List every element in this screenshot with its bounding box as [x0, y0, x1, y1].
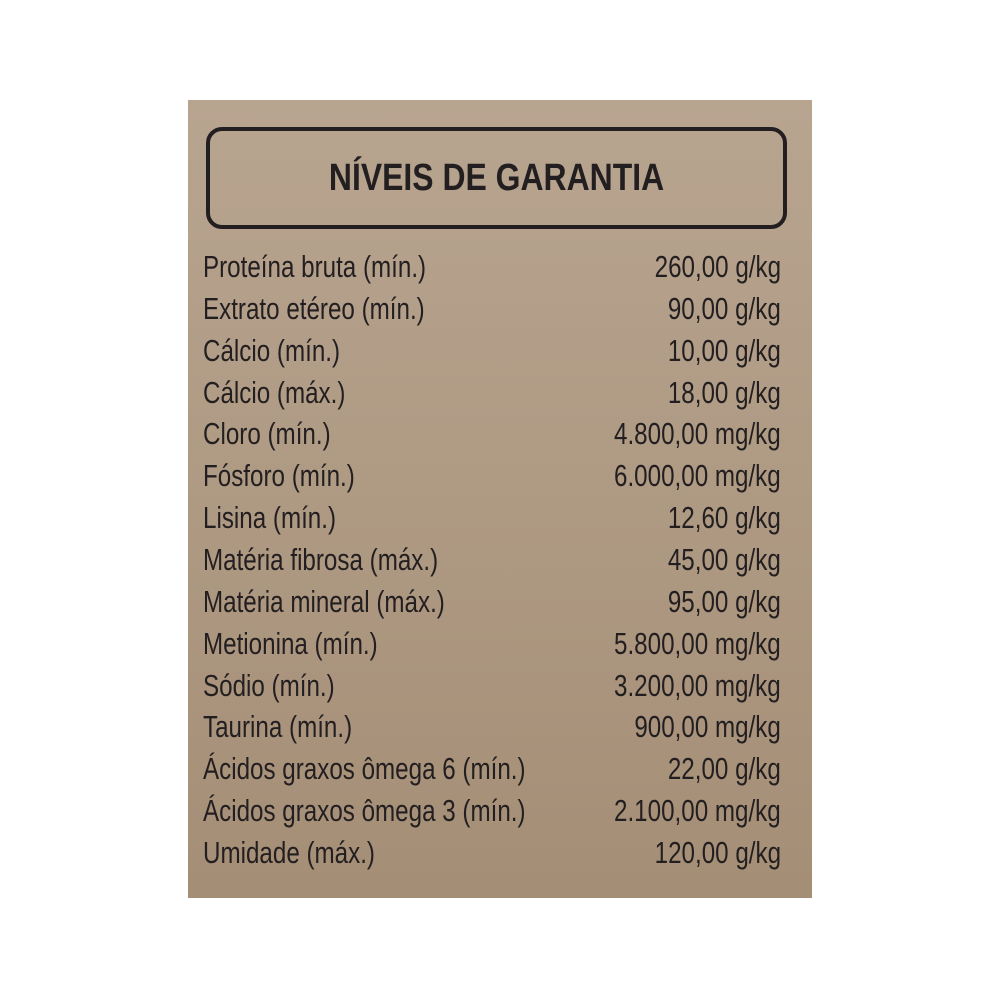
nutrient-label: Proteína bruta (mín.)	[203, 249, 427, 284]
nutrient-label: Cálcio (máx.)	[203, 374, 346, 410]
table-row: Cálcio (mín.) 10,00 g/kg	[203, 330, 781, 372]
table-row: Fósforo (mín.) 6.000,00 mg/kg	[203, 455, 781, 497]
nutrient-value: 2.100,00 mg/kg	[614, 793, 781, 829]
nutrient-label: Metionina (mín.)	[203, 625, 378, 661]
nutrient-label: Ácidos graxos ômega 3 (mín.)	[203, 793, 526, 829]
table-row: Taurina (mín.) 900,00 mg/kg	[203, 706, 781, 748]
nutrient-value: 260,00 g/kg	[654, 249, 781, 284]
nutrient-value: 12,60 g/kg	[668, 500, 781, 536]
nutrient-value: 120,00 g/kg	[654, 835, 781, 871]
nutrient-label: Ácidos graxos ômega 6 (mín.)	[203, 751, 526, 787]
nutrient-label: Umidade (máx.)	[203, 835, 375, 871]
table-row: Proteína bruta (mín.) 260,00 g/kg	[203, 246, 781, 288]
nutrient-label: Extrato etéreo (mín.)	[203, 290, 425, 326]
nutrient-value: 6.000,00 mg/kg	[614, 458, 781, 494]
guarantee-levels-panel: NÍVEIS DE GARANTIA Proteína bruta (mín.)…	[188, 100, 812, 898]
table-row: Cálcio (máx.) 18,00 g/kg	[203, 372, 781, 414]
table-row: Ácidos graxos ômega 3 (mín.) 2.100,00 mg/…	[203, 790, 781, 832]
nutrient-label: Matéria fibrosa (máx.)	[203, 542, 439, 578]
nutrient-value: 45,00 g/kg	[668, 542, 781, 578]
table-row: Extrato etéreo (mín.) 90,00 g/kg	[203, 288, 781, 330]
nutrient-value: 22,00 g/kg	[668, 751, 781, 787]
table-row: Matéria fibrosa (máx.) 45,00 g/kg	[203, 539, 781, 581]
page-title: NÍVEIS DE GARANTIA	[328, 156, 665, 199]
nutrient-label: Lisina (mín.)	[203, 500, 337, 536]
table-row: Umidade (máx.) 120,00 g/kg	[203, 832, 781, 874]
table-row: Cloro (mín.) 4.800,00 mg/kg	[203, 413, 781, 455]
nutrient-value: 18,00 g/kg	[668, 374, 781, 410]
nutrient-value: 5.800,00 mg/kg	[614, 625, 781, 661]
nutrient-value: 10,00 g/kg	[668, 332, 781, 368]
table-row: Metionina (mín.) 5.800,00 mg/kg	[203, 623, 781, 665]
nutrient-label: Taurina (mín.)	[203, 709, 353, 745]
title-box: NÍVEIS DE GARANTIA	[206, 127, 787, 229]
table-row: Matéria mineral (máx.) 95,00 g/kg	[203, 581, 781, 623]
table-row: Sódio (mín.) 3.200,00 mg/kg	[203, 665, 781, 707]
nutrient-value: 4.800,00 mg/kg	[614, 416, 781, 452]
nutrient-value: 3.200,00 mg/kg	[614, 667, 781, 703]
nutrient-label: Cloro (mín.)	[203, 416, 331, 452]
nutrient-label: Sódio (mín.)	[203, 667, 335, 703]
nutrient-label: Cálcio (mín.)	[203, 332, 341, 368]
nutrient-label: Fósforo (mín.)	[203, 458, 355, 494]
nutrient-value: 90,00 g/kg	[668, 290, 781, 326]
nutrient-value: 900,00 mg/kg	[634, 709, 781, 745]
table-row: Lisina (mín.) 12,60 g/kg	[203, 497, 781, 539]
table-row: Ácidos graxos ômega 6 (mín.) 22,00 g/kg	[203, 748, 781, 790]
nutrient-value: 95,00 g/kg	[668, 583, 781, 619]
nutrient-label: Matéria mineral (máx.)	[203, 583, 445, 619]
nutrient-table: Proteína bruta (mín.) 260,00 g/kg Extrato …	[203, 246, 781, 874]
